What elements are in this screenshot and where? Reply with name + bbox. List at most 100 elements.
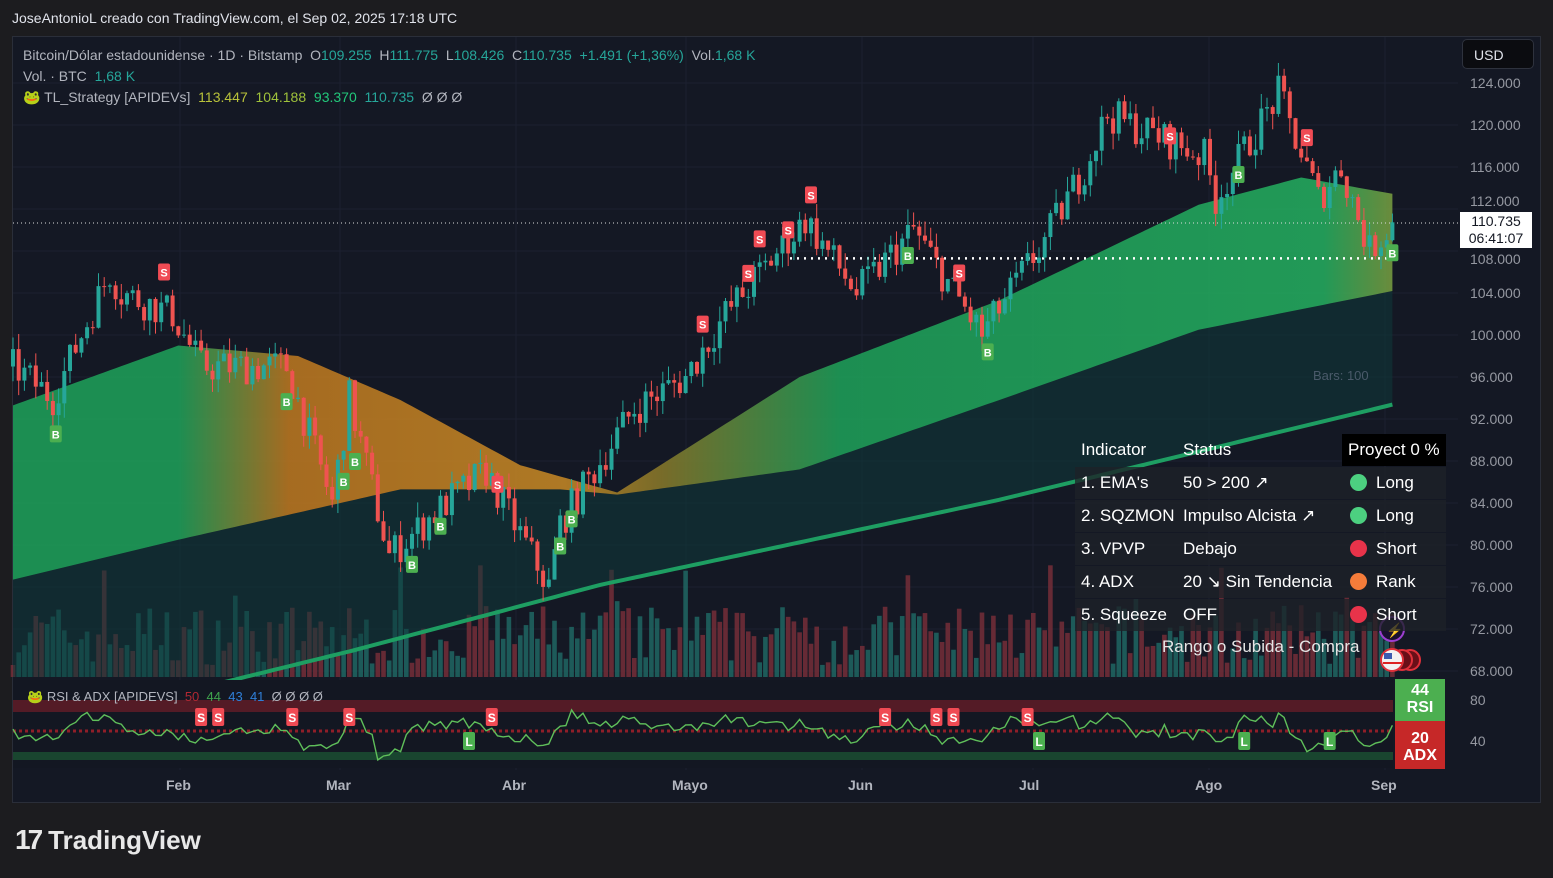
buy-signal-marker[interactable]: B [280, 393, 293, 411]
sell-signal-marker[interactable]: S [1164, 127, 1177, 145]
buy-signal-marker[interactable]: B [981, 343, 994, 361]
volume-bar [945, 622, 951, 677]
rsi-short-signal[interactable]: S [1021, 708, 1034, 726]
signal-label: Long [1376, 505, 1414, 525]
rsi-short-signal[interactable]: S [879, 708, 892, 726]
price-axis-label: 80.000 [1470, 537, 1513, 553]
candle [221, 353, 226, 362]
volume-indicator-name[interactable]: Vol. · BTC [23, 68, 87, 84]
volume-bar [1025, 619, 1030, 677]
volume-bar [1276, 623, 1281, 677]
volume-bar [409, 662, 415, 677]
rsi-short-signal[interactable]: S [485, 708, 498, 726]
price-axis-label: 72.000 [1470, 621, 1513, 637]
candle [444, 495, 449, 516]
candle [803, 219, 808, 234]
close-value: 110.735 [522, 47, 572, 63]
candle [1128, 113, 1133, 120]
volume-bar [1321, 638, 1327, 677]
volume-bar [763, 636, 768, 677]
rsi-short-signal[interactable]: S [947, 708, 960, 726]
volume-bar [706, 613, 711, 677]
candle [159, 302, 164, 323]
buy-signal-marker[interactable]: B [49, 425, 62, 443]
candle [854, 289, 859, 296]
sell-signal-marker[interactable]: S [742, 264, 755, 282]
candle [330, 486, 335, 500]
sell-signal-marker[interactable]: S [491, 475, 504, 493]
candle [666, 380, 671, 384]
rsi-long-signal[interactable]: L [1323, 732, 1336, 750]
rsi-long-signal[interactable]: L [1238, 732, 1251, 750]
rsi-axis-80: 80 [1470, 692, 1486, 708]
volume-value: 1,68 K [714, 47, 756, 63]
strategy-name[interactable]: TL_Strategy [APIDEVs] [44, 89, 191, 105]
ema-cloud [13, 177, 1393, 580]
volume-bar [426, 656, 432, 677]
sell-signal-marker[interactable]: S [753, 230, 766, 248]
svg-text:S: S [1024, 711, 1032, 725]
candle [506, 486, 511, 499]
buy-signal-marker[interactable]: B [1386, 244, 1399, 262]
buy-signal-marker[interactable]: B [565, 510, 578, 528]
sell-signal-marker[interactable]: S [696, 315, 709, 333]
strategy-value-2: 104.188 [255, 89, 307, 105]
buy-signal-marker[interactable]: B [406, 555, 418, 573]
candle [848, 278, 853, 290]
volume-bar [1002, 640, 1008, 677]
volume-bar [860, 645, 865, 677]
volume-bar [1133, 599, 1139, 677]
time-axis-label: Feb [166, 777, 191, 793]
rsi-long-signal[interactable]: L [1033, 732, 1045, 750]
sell-signal-marker[interactable]: S [782, 221, 795, 239]
rsi-short-signal[interactable]: S [195, 708, 208, 726]
adx-badge: 20 ADX [1395, 721, 1445, 769]
rsi-overbought-band [13, 700, 1393, 712]
volume-bar [597, 615, 603, 677]
us-flag-events-icon[interactable] [1380, 648, 1421, 672]
buy-signal-marker[interactable]: B [337, 472, 350, 490]
rsi-axis-40: 40 [1470, 733, 1486, 749]
rsi-short-signal[interactable]: S [343, 708, 356, 726]
buy-signal-marker[interactable]: B [554, 537, 567, 555]
volume-bar [506, 616, 512, 677]
candle [746, 296, 751, 298]
candle [427, 517, 432, 541]
rsi-short-signal[interactable]: S [930, 708, 943, 726]
rsi-long-signal[interactable]: L [463, 732, 475, 750]
signal-dot-icon [1350, 474, 1367, 491]
tradingview-logo[interactable]: 17 TradingView [15, 824, 201, 856]
open-label: O [310, 47, 322, 63]
buy-signal-marker[interactable]: B [1232, 165, 1245, 183]
buy-signal-marker[interactable]: B [901, 246, 914, 264]
volume-indicator-value: 1,68 K [94, 68, 136, 84]
sell-signal-marker[interactable]: S [805, 186, 817, 204]
candle [233, 357, 238, 373]
price-axis-label: 112.000 [1470, 193, 1520, 209]
rsi-indicator-name[interactable]: RSI & ADX [APIDEVS] [46, 689, 178, 704]
sell-signal-marker[interactable]: S [158, 263, 171, 281]
indicator-status: OFF [1177, 598, 1342, 631]
symbol-name[interactable]: Bitcoin/Dólar estadounidense · 1D · Bits… [23, 47, 303, 63]
candle [370, 452, 375, 475]
candle [980, 314, 984, 337]
rsi-short-signal[interactable]: S [286, 708, 299, 726]
sell-signal-marker[interactable]: S [1300, 129, 1313, 147]
currency-button[interactable]: USD [1462, 39, 1534, 69]
svg-text:L: L [1241, 735, 1248, 749]
rsi-short-signal[interactable]: S [212, 708, 225, 726]
candle [826, 240, 831, 250]
candle [199, 340, 204, 351]
volume-bar [837, 664, 842, 677]
table-row: 1. EMA's 50 > 200 ↗ Long [1075, 466, 1446, 499]
candle [712, 348, 717, 352]
volume-bar [780, 607, 785, 677]
candle [353, 380, 357, 431]
svg-text:B: B [52, 429, 60, 441]
buy-signal-marker[interactable]: B [349, 452, 361, 470]
candle [757, 262, 762, 267]
buy-signal-marker[interactable]: B [434, 517, 447, 535]
sell-signal-marker[interactable]: S [953, 264, 966, 282]
low-value: 108.426 [453, 47, 505, 63]
